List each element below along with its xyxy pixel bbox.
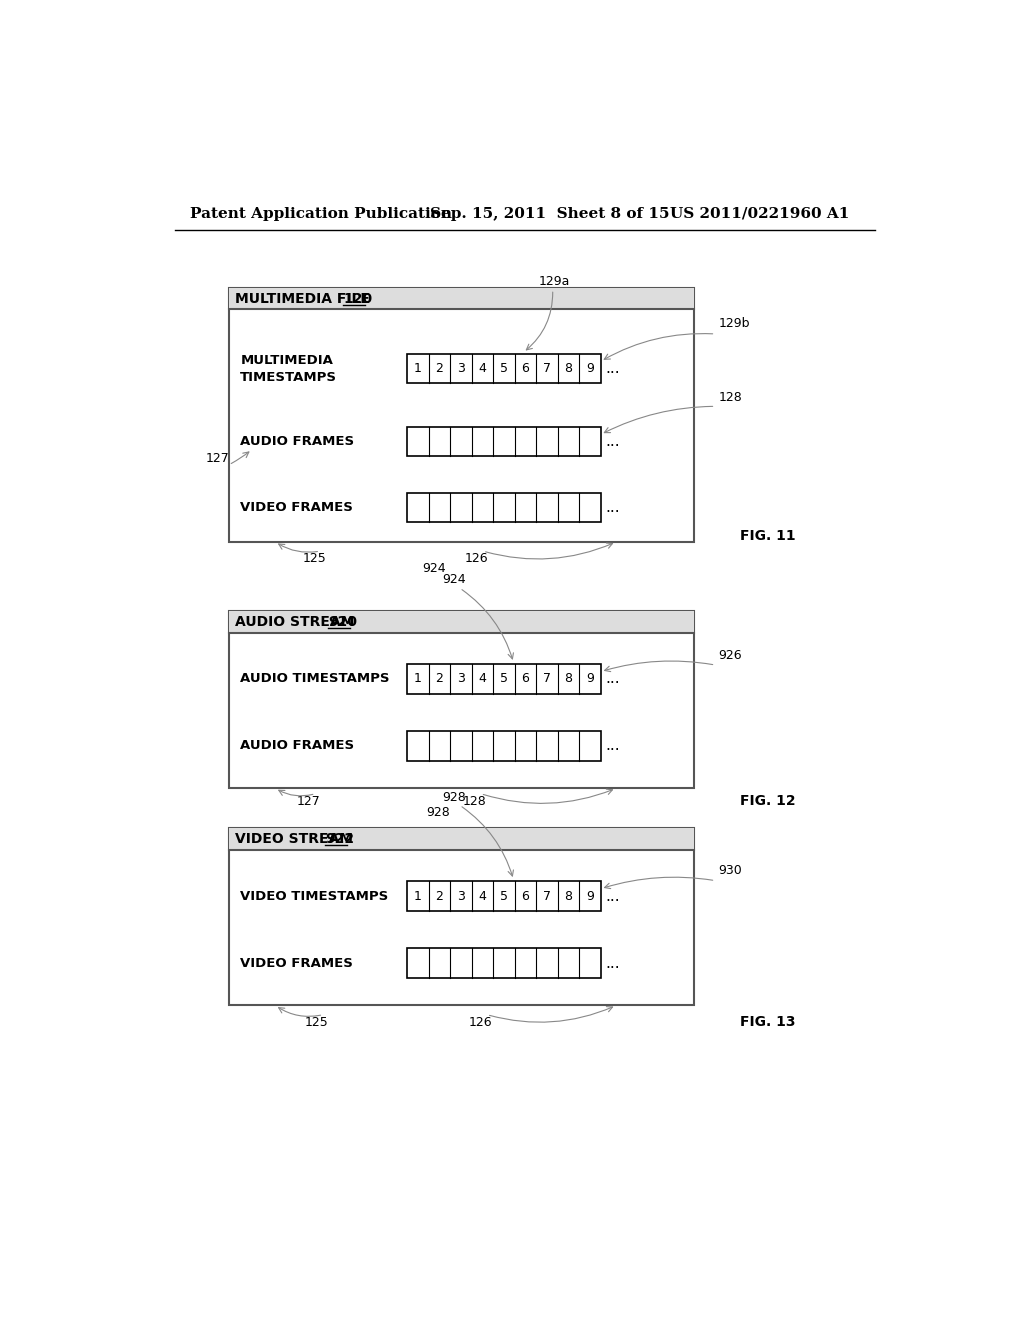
Text: ...: ... (605, 738, 620, 754)
Text: FIG. 13: FIG. 13 (740, 1015, 796, 1030)
Text: 126: 126 (469, 1016, 493, 1028)
Text: 1: 1 (414, 890, 422, 903)
Bar (407, 949, 601, 978)
Bar (228, 288, 693, 309)
Text: 125: 125 (302, 552, 326, 565)
Text: VIDEO STREAM: VIDEO STREAM (234, 832, 357, 846)
Text: 9: 9 (586, 362, 594, 375)
Text: 7: 7 (543, 890, 551, 903)
Text: 924: 924 (423, 562, 446, 576)
Text: 125: 125 (305, 1016, 329, 1028)
Text: AUDIO TIMESTAMPS: AUDIO TIMESTAMPS (241, 672, 390, 685)
Text: ...: ... (605, 888, 620, 904)
Text: 3: 3 (457, 890, 465, 903)
Bar (407, 664, 601, 693)
Text: ...: ... (605, 672, 620, 686)
Text: 129b: 129b (719, 317, 750, 330)
Text: 920: 920 (328, 615, 357, 628)
Text: 4: 4 (478, 362, 486, 375)
Text: 9: 9 (586, 890, 594, 903)
Text: 926: 926 (719, 648, 742, 661)
Text: 4: 4 (478, 672, 486, 685)
Text: 7: 7 (543, 672, 551, 685)
Bar (407, 428, 601, 457)
Text: 928: 928 (426, 807, 451, 820)
Text: VIDEO FRAMES: VIDEO FRAMES (241, 957, 353, 970)
Text: 127: 127 (206, 453, 229, 465)
Text: 1: 1 (414, 672, 422, 685)
Bar (407, 731, 601, 760)
Bar (228, 611, 693, 632)
Text: FIG. 11: FIG. 11 (740, 529, 796, 543)
Bar (228, 829, 693, 1006)
Text: AUDIO STREAM: AUDIO STREAM (234, 615, 359, 628)
Text: 5: 5 (500, 362, 508, 375)
Text: 120: 120 (343, 292, 373, 305)
Text: 8: 8 (564, 672, 572, 685)
Bar (407, 882, 601, 911)
Text: 126: 126 (465, 552, 488, 565)
Text: 5: 5 (500, 672, 508, 685)
Text: AUDIO FRAMES: AUDIO FRAMES (241, 739, 354, 752)
Text: 6: 6 (521, 890, 529, 903)
Text: VIDEO TIMESTAMPS: VIDEO TIMESTAMPS (241, 890, 389, 903)
Text: 2: 2 (435, 890, 443, 903)
Text: 5: 5 (500, 890, 508, 903)
Text: US 2011/0221960 A1: US 2011/0221960 A1 (671, 207, 850, 220)
Text: 8: 8 (564, 890, 572, 903)
Text: 922: 922 (325, 832, 354, 846)
Text: ...: ... (605, 500, 620, 515)
Text: 127: 127 (297, 795, 321, 808)
Text: ...: ... (605, 956, 620, 970)
Text: 6: 6 (521, 672, 529, 685)
Bar (407, 354, 601, 383)
Text: 3: 3 (457, 672, 465, 685)
Text: ...: ... (605, 434, 620, 449)
Text: 930: 930 (719, 865, 742, 878)
Text: 7: 7 (543, 362, 551, 375)
Text: 2: 2 (435, 672, 443, 685)
Text: 128: 128 (463, 795, 486, 808)
Bar (228, 288, 693, 543)
Text: 129a: 129a (539, 275, 570, 288)
Text: MULTIMEDIA
TIMESTAMPS: MULTIMEDIA TIMESTAMPS (241, 354, 337, 384)
Text: 128: 128 (719, 391, 742, 404)
Text: Patent Application Publication: Patent Application Publication (190, 207, 452, 220)
Text: ...: ... (605, 362, 620, 376)
Text: 6: 6 (521, 362, 529, 375)
Text: 2: 2 (435, 362, 443, 375)
Bar (228, 829, 693, 850)
Text: Sep. 15, 2011  Sheet 8 of 15: Sep. 15, 2011 Sheet 8 of 15 (430, 207, 670, 220)
Bar (407, 492, 601, 521)
Text: VIDEO FRAMES: VIDEO FRAMES (241, 500, 353, 513)
Text: 1: 1 (414, 362, 422, 375)
Text: 9: 9 (586, 672, 594, 685)
Text: 8: 8 (564, 362, 572, 375)
Text: 3: 3 (457, 362, 465, 375)
Text: 924: 924 (442, 573, 466, 586)
Text: FIG. 12: FIG. 12 (740, 795, 796, 808)
Text: AUDIO FRAMES: AUDIO FRAMES (241, 436, 354, 449)
Text: 4: 4 (478, 890, 486, 903)
Bar (228, 611, 693, 788)
Text: MULTIMEDIA FILE: MULTIMEDIA FILE (234, 292, 375, 305)
Text: 928: 928 (442, 791, 466, 804)
